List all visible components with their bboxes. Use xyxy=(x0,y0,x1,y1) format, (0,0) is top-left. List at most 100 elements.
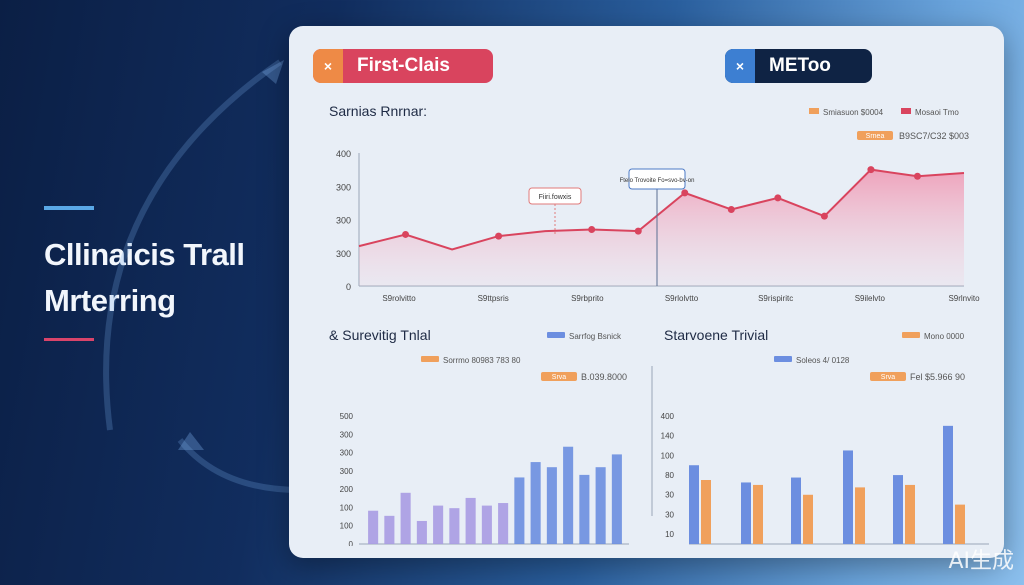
legend-item: Mosaoi Tmo xyxy=(915,108,959,117)
bar[interactable] xyxy=(481,505,492,544)
legend-badge xyxy=(870,372,906,381)
y-tick-label: 10 xyxy=(665,530,674,539)
close-icon[interactable]: × xyxy=(725,49,755,83)
page-title: Cllinaicis Trall Mrterring xyxy=(44,232,245,324)
accent-bar-top xyxy=(44,206,94,210)
bar[interactable] xyxy=(689,465,699,544)
legend-badge-value: Fel $5.966 90 xyxy=(910,372,965,382)
data-point[interactable] xyxy=(820,212,828,220)
bar[interactable] xyxy=(514,477,525,544)
y-tick-label: 200 xyxy=(340,485,354,494)
data-point[interactable] xyxy=(495,232,503,240)
data-point[interactable] xyxy=(774,194,782,202)
tag-first-class[interactable]: × First-Clais xyxy=(313,49,493,83)
tag-label: First-Clais xyxy=(357,55,450,76)
tag-label: METoo xyxy=(769,55,831,76)
bar[interactable] xyxy=(753,484,763,544)
y-tick-label: 80 xyxy=(665,471,674,480)
x-tick-label: S9rispiritc xyxy=(758,294,793,303)
bar[interactable] xyxy=(563,446,574,544)
legend-swatch-orange xyxy=(809,108,819,114)
tag-metoo[interactable]: × METoo xyxy=(725,49,872,83)
legend-swatch-red xyxy=(901,108,911,114)
x-tick-label: S9rlolvtto xyxy=(665,294,699,303)
bar[interactable] xyxy=(433,505,444,544)
bar[interactable] xyxy=(368,510,379,544)
chart-title: & Surevitig Tnlal xyxy=(329,327,431,343)
y-tick-label: 300 xyxy=(336,216,351,226)
bar[interactable] xyxy=(843,450,853,544)
bar[interactable] xyxy=(384,515,395,544)
legend-item: Smiasuon $0004 xyxy=(823,108,884,117)
title-line-2: Mrterring xyxy=(44,283,176,318)
bar[interactable] xyxy=(579,474,590,544)
legend: Smiasuon $0004 Mosaoi Tmo Srnea B9SC7/C3… xyxy=(809,108,969,141)
annotation-text: Ftelo Trovoite Fo=svo-bv-on xyxy=(620,178,695,184)
bar[interactable] xyxy=(791,477,801,544)
bar[interactable] xyxy=(701,480,711,544)
bar[interactable] xyxy=(955,504,965,544)
bar[interactable] xyxy=(416,520,427,544)
data-point[interactable] xyxy=(727,206,735,214)
data-point[interactable] xyxy=(402,230,410,238)
legend-swatch-orange xyxy=(902,332,920,338)
series-line xyxy=(358,168,965,251)
y-tick-label: 400 xyxy=(661,412,675,421)
y-axis: 400 140 100 80 30 30 10 xyxy=(661,412,675,539)
bar[interactable] xyxy=(741,482,751,544)
bar[interactable] xyxy=(595,467,606,544)
legend-item: Mono 0000 xyxy=(924,332,965,341)
bar[interactable] xyxy=(943,425,953,544)
title-line-1: Cllinaicis Trall xyxy=(44,237,245,272)
bar[interactable] xyxy=(400,492,411,544)
bar[interactable] xyxy=(855,487,865,544)
x-tick-label: S9rolvitto xyxy=(382,294,416,303)
data-point[interactable] xyxy=(913,172,921,180)
bar[interactable] xyxy=(449,508,460,544)
y-axis: 0 100 100 200 300 300 300 500 xyxy=(340,412,354,546)
x-tick-label: S9ttpsris xyxy=(478,294,509,303)
legend-badge-value: B9SC7/C32 $003 xyxy=(899,131,969,141)
data-point[interactable] xyxy=(588,225,596,233)
bar[interactable] xyxy=(905,484,915,544)
bar[interactable] xyxy=(803,494,813,544)
bar[interactable] xyxy=(465,497,476,544)
x-tick-label: S9rbprito xyxy=(571,294,604,303)
legend-swatch-blue xyxy=(774,356,792,362)
y-tick-label: 300 xyxy=(340,430,354,439)
y-tick-label: 0 xyxy=(349,540,354,546)
data-point[interactable] xyxy=(867,166,875,174)
bar[interactable] xyxy=(611,454,622,544)
y-tick-label: 100 xyxy=(340,503,354,512)
x-tick-label: S9rlnvito xyxy=(948,294,980,303)
y-tick-label: 300 xyxy=(340,467,354,476)
legend-item: Soleos 4/ 0128 xyxy=(796,356,850,365)
y-axis: 0 300 300 300 400 xyxy=(336,149,351,292)
bar[interactable] xyxy=(530,462,541,544)
y-tick-label: 300 xyxy=(336,182,351,192)
bar[interactable] xyxy=(893,475,903,544)
legend-badge xyxy=(541,372,577,381)
annotation-box xyxy=(628,168,686,190)
legend-badge-text: Srva xyxy=(552,374,567,381)
chart-title: Starvoene Trivial xyxy=(664,327,768,343)
y-tick-label: 30 xyxy=(665,510,674,519)
chart-title: Sarnias Rnrnar: xyxy=(329,103,427,119)
y-tick-label: 100 xyxy=(340,522,354,531)
data-point[interactable] xyxy=(634,227,642,235)
legend-swatch-blue xyxy=(547,332,565,338)
x-tick-label: S9ilelvto xyxy=(855,294,886,303)
y-tick-label: 400 xyxy=(336,149,351,159)
accent-bar-bottom xyxy=(44,338,94,341)
area-fill xyxy=(359,169,964,286)
y-tick-label: 30 xyxy=(665,491,674,500)
close-icon[interactable]: × xyxy=(313,49,343,83)
legend-badge xyxy=(857,131,893,140)
bar[interactable] xyxy=(498,503,509,544)
bar-chart-starvoene: Starvoene Trivial Mono 0000 Soleos 4/ 01… xyxy=(651,327,989,545)
data-point[interactable] xyxy=(681,189,689,197)
y-tick-label: 300 xyxy=(336,249,351,259)
y-tick-label: 0 xyxy=(346,282,351,292)
bar[interactable] xyxy=(546,467,557,544)
